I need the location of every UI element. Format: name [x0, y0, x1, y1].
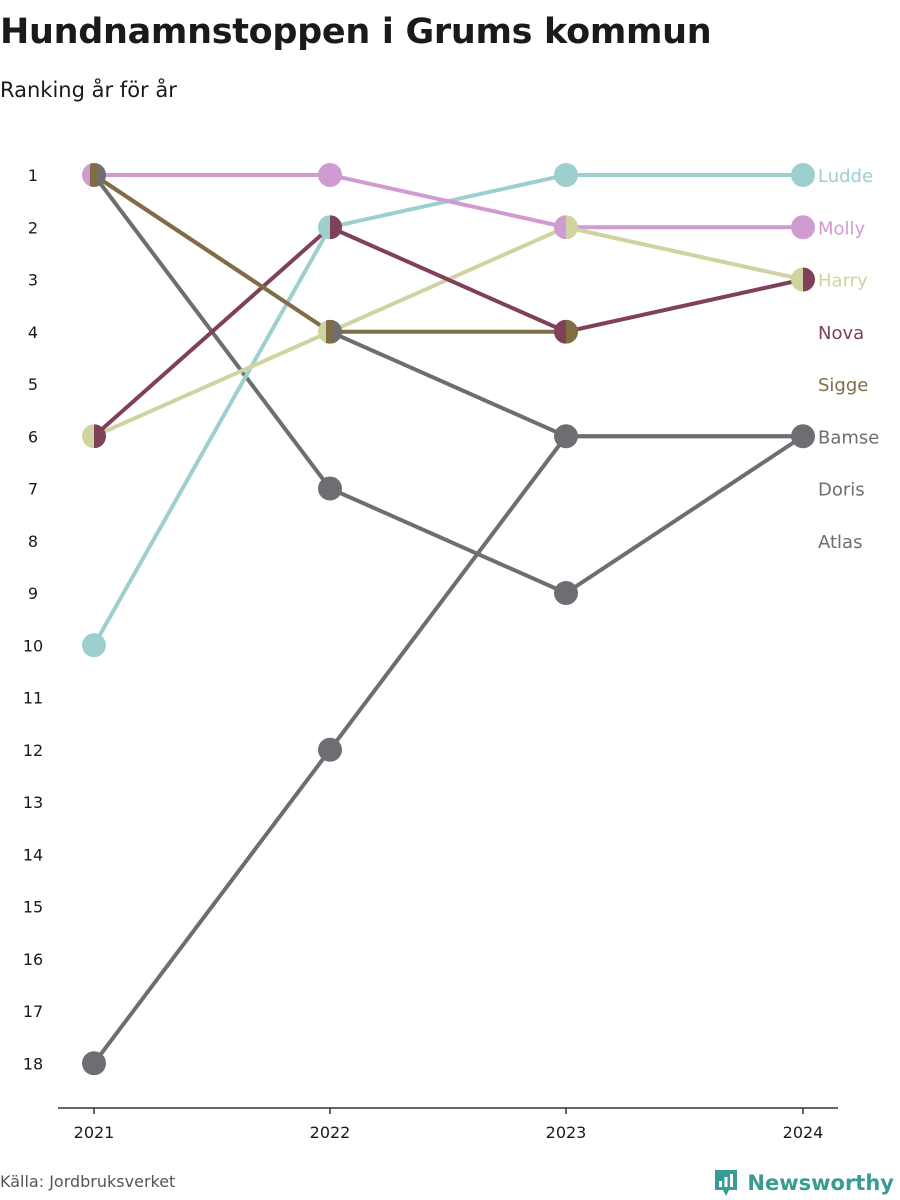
point-segment	[90, 163, 98, 187]
chart-title: Hundnamnstoppen i Grums kommun	[0, 12, 712, 52]
chart-subtitle: Ranking år för år	[0, 78, 177, 102]
y-tick-label: 13	[23, 793, 43, 812]
point-atlas	[554, 581, 578, 605]
series-line-nova	[92, 225, 805, 439]
y-tick-label: 8	[28, 532, 38, 551]
series-label-molly: Molly	[818, 218, 866, 239]
point-segment	[98, 163, 106, 187]
point-segment	[554, 215, 566, 240]
y-tick-label: 15	[23, 898, 43, 917]
series-label-sigge: Sigge	[818, 375, 868, 396]
y-tick-label: 9	[28, 584, 38, 603]
point-bamse	[82, 1051, 106, 1076]
point-bamse-doris-atlas	[791, 424, 815, 449]
series-label-doris: Doris	[818, 480, 865, 501]
y-tick-label: 1	[28, 166, 38, 185]
series-label-atlas: Atlas	[818, 532, 862, 553]
series-line-sigge	[92, 173, 568, 334]
point-segment	[791, 267, 803, 292]
x-tick-label: 2023	[546, 1123, 587, 1142]
brand-logo: Newsworthy	[713, 1168, 894, 1198]
point-segment	[82, 163, 90, 187]
series-label-nova: Nova	[818, 323, 864, 344]
point-molly	[791, 215, 815, 240]
y-tick-label: 6	[28, 427, 38, 446]
series-label-harry: Harry	[818, 271, 868, 292]
y-tick-label: 3	[28, 271, 38, 290]
x-tick-label: 2022	[310, 1123, 351, 1142]
series-points	[82, 163, 815, 1076]
point-segment	[566, 319, 578, 344]
point-segment	[554, 319, 566, 344]
point-ludde	[82, 633, 106, 658]
point-ludde	[791, 163, 815, 187]
source-note: Källa: Jordbruksverket	[0, 1172, 176, 1191]
y-tick-label: 10	[23, 636, 43, 655]
point-segment	[82, 424, 94, 449]
y-tick-label: 16	[23, 950, 43, 969]
point-bamse-doris	[554, 424, 578, 449]
point-segment	[330, 215, 342, 240]
x-tick-label: 2024	[783, 1123, 824, 1142]
series-label-bamse: Bamse	[818, 427, 879, 448]
point-segment	[334, 319, 342, 344]
x-tick-label: 2021	[74, 1123, 115, 1142]
point-bamse	[318, 737, 342, 762]
series-line-doris	[92, 173, 805, 439]
point-segment	[803, 267, 815, 292]
point-segment	[318, 319, 326, 344]
y-tick-label: 4	[28, 323, 38, 342]
y-tick-label: 2	[28, 218, 38, 237]
brand-name: Newsworthy	[747, 1171, 894, 1195]
point-segment	[318, 215, 330, 240]
y-tick-label: 5	[28, 375, 38, 394]
series-line-bamse	[92, 434, 805, 1066]
point-segment	[94, 424, 106, 449]
y-tick-label: 7	[28, 480, 38, 499]
y-tick-label: 14	[23, 845, 43, 864]
point-molly	[318, 163, 342, 187]
point-segment	[566, 215, 578, 240]
point-atlas	[318, 476, 342, 501]
series-label-ludde: Ludde	[818, 166, 873, 187]
y-tick-label: 11	[23, 689, 43, 708]
bar-chart-icon	[715, 1170, 738, 1196]
point-segment	[326, 319, 334, 344]
y-tick-label: 12	[23, 741, 43, 760]
y-tick-label: 17	[23, 1002, 43, 1021]
series-lines	[92, 173, 805, 1066]
series-line-molly	[92, 173, 805, 230]
series-labels: Ludde Molly Harry Nova Sigge Bamse Doris Atlas	[818, 166, 879, 553]
y-tick-label: 18	[23, 1054, 43, 1073]
point-ludde	[554, 163, 578, 187]
x-axis: 2021 2022 2023 2024	[58, 1107, 838, 1142]
